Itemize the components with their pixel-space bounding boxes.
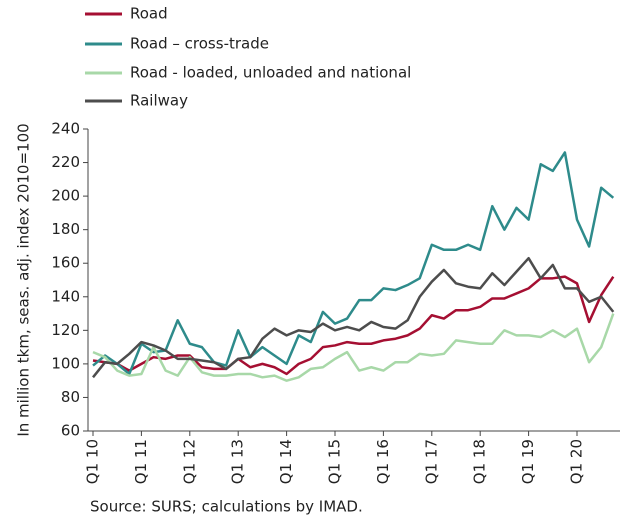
x-tick-label: Q1 16 — [374, 439, 392, 484]
legend-label: Road – cross-trade — [130, 35, 269, 53]
x-tick-label: Q1 11 — [132, 439, 150, 484]
y-tick-label: 80 — [61, 388, 80, 406]
x-tick-label: Q1 14 — [277, 439, 295, 484]
y-tick-label: 220 — [51, 153, 80, 171]
y-tick-label: 200 — [51, 187, 80, 205]
y-axis-label: In million tkm, seas. adj. index 2010=10… — [15, 123, 33, 436]
series-line — [92, 275, 615, 376]
series-line — [92, 313, 615, 382]
x-tick-label: Q1 19 — [519, 439, 537, 484]
y-tick-label: 140 — [51, 287, 80, 305]
source-note: Source: SURS; calculations by IMAD. — [90, 498, 363, 516]
legend-label: Road — [130, 5, 168, 23]
x-tick-label: Q1 18 — [471, 439, 489, 484]
y-tick-label: 120 — [51, 321, 80, 339]
y-tick-label: 60 — [61, 422, 80, 440]
x-tick-label: Q1 20 — [568, 439, 586, 484]
series-line — [92, 256, 615, 379]
series-line — [92, 151, 615, 376]
x-tick-label: Q1 17 — [422, 439, 440, 484]
y-tick-label: 180 — [51, 220, 80, 238]
legend-label: Railway — [130, 92, 188, 110]
x-tick-label: Q1 10 — [84, 439, 102, 484]
x-tick-label: Q1 12 — [180, 439, 198, 484]
legend-label: Road - loaded, unloaded and national — [130, 64, 411, 82]
y-tick-label: 240 — [51, 120, 80, 138]
x-tick-label: Q1 13 — [229, 439, 247, 484]
y-tick-label: 160 — [51, 254, 80, 272]
y-tick-label: 100 — [51, 354, 80, 372]
x-tick-label: Q1 15 — [326, 439, 344, 484]
